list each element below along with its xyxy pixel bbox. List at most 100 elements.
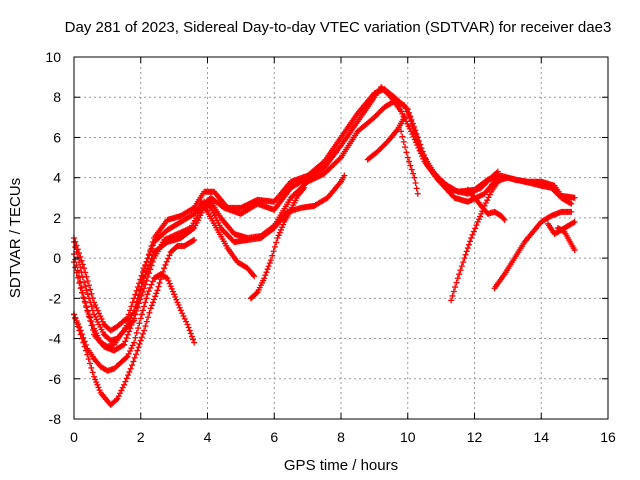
data-point [158, 272, 165, 279]
data-point [145, 288, 152, 295]
data-point [188, 333, 195, 340]
data-point [141, 303, 148, 310]
data-point [73, 269, 80, 276]
data-point [403, 105, 410, 112]
data-point [146, 270, 153, 277]
data-point [131, 354, 138, 361]
data-point [406, 109, 413, 116]
data-point [136, 340, 143, 347]
data-point [166, 280, 173, 287]
data-point [126, 328, 133, 335]
data-point [89, 369, 96, 376]
data-point [94, 381, 101, 388]
data-point [264, 266, 271, 273]
data-point [161, 265, 168, 272]
data-point [87, 299, 94, 306]
data-point [300, 186, 307, 193]
data-point [73, 319, 80, 326]
data-point [165, 255, 172, 262]
data-point [142, 263, 149, 270]
y-tick-label: -8 [49, 411, 62, 427]
data-point [75, 323, 82, 330]
data-point [461, 255, 468, 262]
data-point [134, 304, 141, 311]
data-point [89, 307, 96, 314]
data-point [129, 342, 136, 349]
data-point [80, 339, 87, 346]
data-point [118, 387, 125, 394]
data-point [76, 280, 83, 287]
data-point [418, 145, 425, 152]
data-point [571, 247, 578, 254]
data-point [134, 298, 141, 305]
data-point [190, 237, 197, 244]
data-point [411, 174, 418, 181]
data-point [83, 347, 90, 354]
chart-title: Day 281 of 2023, Sidereal Day-to-day VTE… [65, 19, 612, 36]
data-point [176, 304, 183, 311]
data-point [414, 134, 421, 141]
data-point [124, 331, 131, 338]
data-point [465, 241, 472, 248]
data-point [147, 305, 154, 312]
data-point [139, 307, 146, 314]
data-point [485, 194, 492, 201]
data-point [137, 337, 144, 344]
data-point [190, 336, 197, 343]
data-point [271, 243, 278, 250]
data-point [274, 235, 281, 241]
data-point [77, 278, 84, 285]
data-point [567, 200, 574, 207]
data-point [160, 268, 166, 275]
y-tick-label: 6 [53, 129, 61, 145]
data-point [267, 257, 274, 264]
data-point [402, 144, 409, 151]
data-point [478, 210, 485, 217]
data-point [75, 274, 82, 281]
data-point [174, 299, 181, 306]
data-point [276, 229, 283, 236]
data-point [472, 225, 479, 232]
data-point [123, 354, 130, 361]
data-point [136, 292, 143, 299]
data-point [143, 259, 150, 266]
series-sat-e [71, 271, 198, 374]
data-point [126, 368, 133, 375]
data-point [83, 302, 90, 309]
data-point [117, 390, 124, 397]
data-point [407, 113, 414, 120]
data-point [184, 321, 191, 328]
data-point [410, 170, 417, 177]
series-sat-l [464, 186, 508, 223]
data-point [121, 381, 128, 388]
data-point [484, 197, 491, 204]
data-point [127, 365, 134, 372]
data-point [269, 252, 276, 259]
data-point [124, 353, 131, 360]
data-point [94, 307, 101, 314]
data-point [143, 295, 150, 302]
data-point [448, 297, 455, 304]
data-point [149, 258, 156, 265]
data-point [148, 243, 155, 250]
data-point [87, 360, 94, 367]
data-point [131, 317, 138, 324]
series-sat-n [544, 218, 578, 237]
data-point [474, 218, 481, 225]
series-sat-f [71, 237, 198, 408]
data-point [133, 329, 140, 336]
data-point [141, 285, 148, 292]
data-point [145, 314, 152, 321]
data-point [494, 168, 501, 175]
data-point [76, 327, 83, 334]
data-point [265, 263, 272, 270]
data-point [147, 284, 154, 291]
data-point [336, 155, 343, 162]
data-point [404, 154, 411, 161]
data-point [83, 287, 90, 294]
data-point [81, 298, 88, 305]
data-point [152, 293, 159, 300]
data-point [413, 130, 420, 137]
data-point [171, 291, 178, 298]
